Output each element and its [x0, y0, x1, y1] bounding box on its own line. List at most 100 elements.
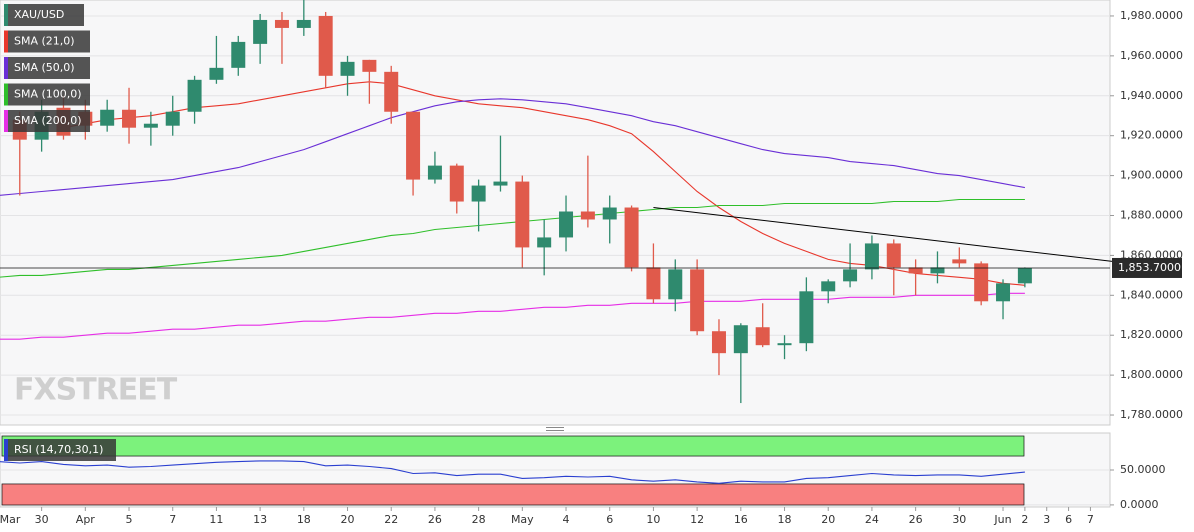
x-tick-label: 10 [646, 513, 660, 526]
x-tick-label: Mar [0, 513, 21, 526]
x-tick-label: 18 [297, 513, 311, 526]
candle-body [384, 71, 399, 112]
x-tick-label: 20 [341, 513, 355, 526]
candle-body [187, 79, 202, 112]
y-tick-label: 1,800.0000 [1120, 368, 1183, 381]
legend-box [4, 57, 90, 79]
legend-swatch [4, 83, 8, 106]
candle-body [406, 111, 421, 180]
legend-item: RSI (14,70,30,1) [4, 439, 116, 461]
legend-label: RSI (14,70,30,1) [14, 443, 103, 456]
legend-swatch [4, 110, 8, 132]
legend-item: SMA (200,0) [4, 110, 90, 132]
candle-body [755, 327, 770, 346]
trendline [653, 207, 1113, 262]
legend-box [4, 30, 90, 53]
legend-item: SMA (50,0) [4, 57, 90, 79]
legend-box [4, 110, 90, 132]
legend-item: SMA (21,0) [4, 30, 90, 53]
legend-item: XAU/USD [4, 4, 84, 26]
y-tick-label: 1,840.0000 [1120, 288, 1183, 301]
x-tick-label: 24 [865, 513, 879, 526]
candle-body [733, 325, 748, 354]
candle-body [559, 211, 574, 238]
y-tick-label: 0.0000 [1120, 498, 1159, 511]
candle-body [711, 331, 726, 354]
candle-body [843, 269, 858, 282]
candle-body [668, 269, 683, 300]
candle-body [952, 259, 967, 264]
legend-swatch [4, 439, 8, 461]
watermark: FXSTREET [14, 373, 178, 408]
x-tick-label: 4 [563, 513, 570, 526]
candle-body [864, 243, 879, 270]
candle-body [100, 109, 115, 126]
legend-item: SMA (100,0) [4, 83, 90, 106]
x-tick-label: 2 [1021, 513, 1028, 526]
candle-body [821, 281, 836, 292]
x-tick-label: 28 [472, 513, 486, 526]
candle-body [231, 41, 246, 68]
sma-line [63, 81, 1025, 286]
legend-label: SMA (200,0) [14, 114, 82, 127]
x-tick-label: Apr [76, 513, 96, 526]
x-tick-label: 26 [428, 513, 442, 526]
x-tick-label: 7 [1087, 513, 1094, 526]
legend-swatch [4, 4, 8, 26]
candle-body [515, 181, 530, 248]
x-tick-label: 30 [35, 513, 49, 526]
candle-body [537, 237, 552, 248]
candle-body [580, 211, 595, 220]
y-tick-label: 1,820.0000 [1120, 328, 1183, 341]
legend-swatch [4, 30, 8, 53]
candle-body [799, 291, 814, 344]
legend-label: SMA (50,0) [14, 61, 75, 74]
legend-swatch [4, 57, 8, 79]
candle-body [122, 109, 137, 128]
x-tick-label: 20 [821, 513, 835, 526]
x-tick-label: 12 [690, 513, 704, 526]
candle-body [493, 181, 508, 186]
legend-label: SMA (21,0) [14, 35, 75, 48]
candle-body [340, 61, 355, 76]
candle-body [624, 207, 639, 268]
legend-label: XAU/USD [14, 8, 64, 21]
candle-body [362, 59, 377, 72]
y-tick-label: 1,920.0000 [1120, 129, 1183, 142]
x-tick-label: 11 [209, 513, 223, 526]
legend-box [4, 439, 116, 461]
y-tick-label: 50.0000 [1120, 463, 1166, 476]
y-tick-label: 1,960.0000 [1120, 49, 1183, 62]
sma-line [0, 292, 1025, 340]
x-tick-label: 6 [606, 513, 613, 526]
candle-body [602, 207, 617, 220]
legend-box [4, 4, 84, 26]
legend-label: SMA (100,0) [14, 88, 82, 101]
x-tick-label: 3 [1043, 513, 1050, 526]
candle-body [449, 165, 464, 202]
x-tick-label: 18 [778, 513, 792, 526]
candle-body [253, 19, 268, 44]
legend-box [4, 83, 90, 106]
sma-line [0, 198, 1025, 278]
candle-body [690, 269, 705, 332]
rsi-line [0, 460, 1025, 484]
x-tick-label: 7 [169, 513, 176, 526]
sma-line [0, 98, 1025, 196]
x-tick-label: 5 [126, 513, 133, 526]
y-tick-label: 1,900.0000 [1120, 169, 1183, 182]
candle-body [908, 267, 923, 274]
candle-body [427, 165, 442, 180]
candle-body [886, 243, 901, 268]
candle-body [296, 19, 311, 28]
overbought-band [1, 435, 1025, 457]
x-tick-label: May [511, 513, 534, 526]
candle-body [777, 343, 792, 346]
y-tick-label: 1,940.0000 [1120, 89, 1183, 102]
candle-body [1017, 267, 1032, 284]
x-tick-label: Jun [993, 513, 1011, 526]
y-tick-label: 1,880.0000 [1120, 208, 1183, 221]
x-tick-label: 16 [734, 513, 748, 526]
